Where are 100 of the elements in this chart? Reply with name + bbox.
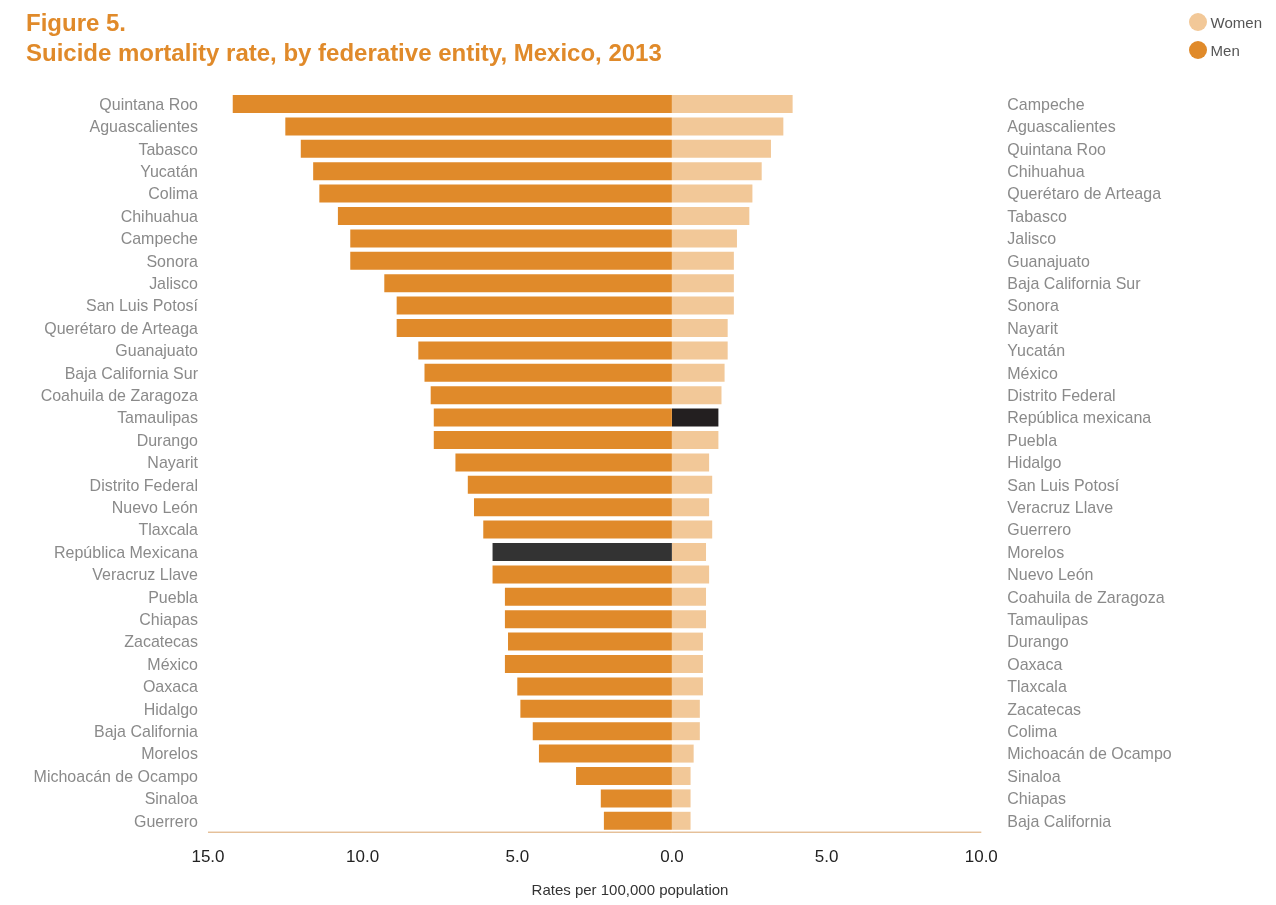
y-tick-label: Campeche	[120, 230, 199, 248]
y-tick-label: Tamaulipas	[1007, 611, 1089, 629]
y-tick-label: San Luis Potosí	[86, 297, 199, 315]
y-tick-label: Guerrero	[134, 812, 199, 830]
y-tick-label: Puebla	[148, 588, 199, 606]
y-tick-label: Veracruz Llave	[1007, 499, 1114, 517]
y-tick-label: Aguascalientes	[89, 118, 198, 136]
y-tick-label: Baja California	[1007, 812, 1112, 830]
bar	[671, 386, 722, 405]
y-tick-label: Coahuila de Zaragoza	[1007, 588, 1165, 606]
y-tick-label: Chihuahua	[120, 207, 199, 225]
bar	[671, 95, 793, 113]
y-tick-label: Jalisco	[149, 275, 199, 293]
y-tick-label: Durango	[1007, 633, 1069, 651]
legend-label: Women	[1210, 13, 1262, 31]
y-tick-label: Querétaro de Arteaga	[1007, 185, 1162, 203]
y-tick-label: Jalisco	[1007, 230, 1057, 248]
y-tick-label: Quintana Roo	[1007, 140, 1106, 158]
x-tick-label: 10.0	[964, 847, 998, 867]
y-tick-label: Baja California	[94, 723, 199, 741]
y-tick-label: República mexicana	[1007, 409, 1152, 427]
y-tick-label: Oaxaca	[1007, 655, 1063, 673]
y-tick-label: Veracruz Llave	[92, 566, 199, 584]
y-tick-label: Sonora	[1007, 297, 1059, 315]
y-tick-label: Sinaloa	[1007, 767, 1061, 785]
y-tick-label: Puebla	[1007, 431, 1058, 449]
bar	[671, 520, 713, 539]
bar	[671, 811, 691, 830]
bar	[671, 677, 703, 696]
y-tick-label: Guanajuato	[1007, 252, 1090, 270]
y-tick-label: Distrito Federal	[89, 476, 198, 494]
bar	[671, 117, 784, 136]
bar	[671, 274, 734, 293]
y-tick-label: Colima	[148, 185, 199, 203]
y-tick-label: Hidalgo	[143, 700, 199, 718]
bar	[671, 587, 706, 606]
y-tick-label: República Mexicana	[54, 543, 199, 561]
y-tick-label: Tabasco	[1007, 207, 1067, 225]
bar	[671, 632, 703, 651]
y-tick-label: Quintana Roo	[99, 95, 199, 113]
bar	[671, 296, 734, 315]
y-tick-label: Aguascalientes	[1007, 118, 1116, 136]
x-tick-label: 15.0	[191, 847, 225, 867]
bar	[671, 408, 719, 427]
bar	[671, 475, 713, 494]
y-tick-label: Tamaulipas	[117, 409, 198, 427]
bar	[671, 139, 771, 158]
bar	[671, 542, 706, 561]
y-tick-label: Zacatecas	[124, 633, 198, 651]
y-tick-label: Sonora	[146, 252, 199, 270]
bar	[671, 430, 719, 449]
bar	[671, 184, 753, 203]
y-tick-label: Nuevo León	[1007, 566, 1094, 584]
chart-title: Figure 5.	[26, 8, 128, 38]
y-tick-label: Chihuahua	[1007, 163, 1085, 181]
y-tick-label: Distrito Federal	[1007, 387, 1116, 405]
bar	[671, 722, 700, 741]
y-tick-label: Oaxaca	[142, 678, 199, 696]
y-tick-label: Colima	[1007, 723, 1058, 741]
bar	[671, 789, 691, 808]
y-tick-label: Tabasco	[138, 140, 199, 158]
bar	[671, 699, 700, 718]
x-tick-label: 0.0	[660, 847, 684, 867]
y-tick-label: Zacatecas	[1007, 700, 1081, 718]
y-tick-label: Michoacán de Ocampo	[33, 767, 199, 785]
y-tick-label: Tlaxcala	[138, 521, 199, 539]
y-tick-label: Campeche	[1007, 95, 1085, 113]
bar	[671, 207, 750, 225]
bar	[671, 363, 725, 382]
y-tick-label: Chiapas	[1007, 790, 1066, 808]
bar	[671, 498, 710, 517]
y-tick-label: México	[1007, 364, 1058, 382]
y-tick-label: Hidalgo	[1007, 454, 1062, 472]
y-tick-label: San Luis Potosí	[1007, 476, 1120, 494]
y-tick-label: Nuevo León	[111, 499, 198, 517]
y-tick-label: Durango	[136, 431, 199, 449]
bar	[671, 610, 706, 629]
bar	[671, 319, 728, 337]
y-tick-label: Tlaxcala	[1007, 678, 1067, 696]
y-tick-label: Morelos	[141, 745, 198, 763]
y-tick-label: México	[147, 655, 199, 673]
y-tick-label: Yucatán	[1007, 342, 1066, 360]
y-tick-label: Nayarit	[1007, 319, 1059, 337]
y-tick-label: Nayarit	[147, 454, 199, 472]
bar	[671, 229, 737, 248]
y-tick-label: Baja California Sur	[64, 364, 199, 382]
y-tick-label: Guanajuato	[115, 342, 199, 360]
bar	[671, 251, 734, 270]
y-tick-label: Querétaro de Arteaga	[44, 319, 199, 337]
y-tick-label: Morelos	[1007, 543, 1065, 561]
y-tick-label: Baja California Sur	[1007, 275, 1142, 293]
chart-subtitle: Suicide mortality rate, by federative entity, Mexico, 2013	[26, 38, 662, 68]
bar	[671, 341, 728, 360]
bar	[671, 744, 694, 763]
bar	[671, 453, 710, 472]
y-tick-label: Guerrero	[1007, 521, 1072, 539]
x-tick-label: 5.0	[814, 847, 839, 867]
y-tick-label: Michoacán de Ocampo	[1007, 745, 1172, 763]
y-tick-label: Yucatán	[140, 163, 198, 181]
bar	[671, 654, 703, 673]
